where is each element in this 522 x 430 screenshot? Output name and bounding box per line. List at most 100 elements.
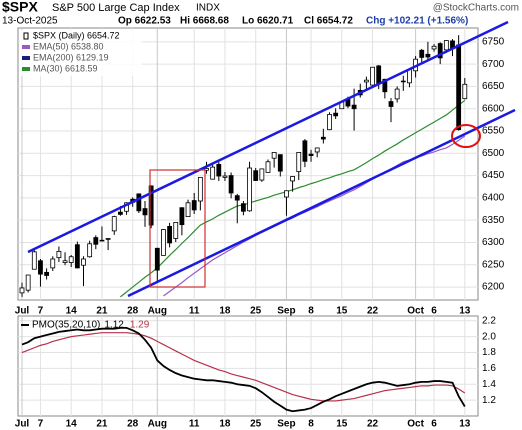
legend-swatch — [23, 32, 29, 40]
overlay: 6200 6250 6300 6350 6400 6450 6500 6550 6600 6650… — [15, 30, 505, 430]
candle-body — [284, 190, 289, 198]
candle-body — [31, 251, 37, 270]
candle-body — [74, 244, 80, 269]
x-tick-label: 28 — [127, 306, 139, 317]
x-tick-label: 21 — [96, 306, 108, 317]
candle-body — [320, 136, 326, 140]
x-tick-label: 7 — [38, 419, 44, 430]
candle-body — [136, 193, 142, 212]
candle-body — [173, 222, 179, 239]
quote-change: Chg +102.21 (+1.56%) — [366, 16, 468, 27]
x-tick-label: Aug — [148, 419, 167, 430]
x-tick-label: 14 — [66, 419, 78, 430]
legend-label: 1.12 — [104, 320, 124, 331]
line — [21, 332, 466, 402]
candle-body — [19, 287, 25, 294]
candle-body — [382, 78, 388, 93]
candle-body — [99, 239, 105, 242]
quote-low: Lo 6620.71 — [242, 16, 294, 27]
candle-body — [56, 250, 62, 259]
highlight-box — [149, 169, 206, 288]
candle-body — [431, 45, 437, 50]
legend-label: $SPX (Daily) 6654.72 — [33, 30, 120, 40]
candle-body — [179, 207, 185, 226]
candle-body — [253, 170, 259, 181]
legend-label: EMA(50) 6538.80 — [33, 41, 104, 51]
candle-body — [290, 176, 296, 182]
candle-body — [407, 69, 412, 84]
x-tick-label: Oct — [407, 306, 424, 317]
y-tick-label: 2.2 — [482, 315, 496, 326]
y-tick-label: 2.0 — [482, 331, 496, 342]
line — [21, 327, 466, 413]
candle-body — [38, 260, 43, 275]
candle-body — [87, 243, 93, 258]
x-tick-label: Aug — [148, 306, 167, 317]
price-plot — [18, 28, 478, 300]
x-tick-label: Oct — [407, 419, 424, 430]
candle-body — [44, 271, 49, 276]
candle-body — [265, 161, 271, 173]
y-tick-label: 6750 — [482, 36, 505, 47]
candle-body — [93, 237, 99, 245]
legend-label: MA(30) 6618.59 — [33, 63, 98, 73]
candle-body — [419, 49, 425, 58]
x-tick-label: Jul — [15, 419, 30, 430]
y-tick-label: 6300 — [482, 237, 505, 248]
candle-body — [388, 101, 394, 107]
candle-body — [154, 247, 160, 271]
x-tick-label: Sep — [277, 419, 295, 430]
candle-body — [216, 164, 222, 177]
x-tick-label: 13 — [459, 306, 471, 317]
date: 13-Oct-2025 — [2, 16, 58, 27]
candle-body — [148, 185, 154, 226]
y-tick-label: 1.4 — [482, 379, 496, 390]
x-tick-label: 15 — [336, 419, 348, 430]
candle-body — [228, 175, 234, 194]
candle-body — [271, 152, 277, 159]
legend-label: 1.29 — [130, 320, 150, 331]
candle-body — [210, 166, 216, 180]
y-tick-label: 1.6 — [482, 363, 496, 374]
candle-body — [314, 147, 320, 153]
candle-body — [25, 274, 31, 291]
candle-body — [118, 211, 123, 215]
y-tick-label: 6200 — [482, 282, 505, 293]
pmo-plot — [18, 316, 478, 416]
x-tick-label: 13 — [459, 419, 471, 430]
symbol: $SPX — [2, 0, 38, 15]
x-tick-label: 18 — [219, 419, 231, 430]
candle-body — [456, 44, 462, 131]
y-tick-label: 6600 — [482, 103, 505, 114]
candle-body — [363, 79, 369, 83]
candle-body — [277, 154, 283, 172]
candle-body — [167, 226, 173, 244]
candle-body — [425, 53, 431, 58]
legend-label: EMA(200) 6129.19 — [33, 52, 109, 62]
candle-body — [191, 200, 197, 211]
quote-close: Cl 6654.72 — [304, 16, 353, 27]
quote-high: Hi 6668.68 — [180, 16, 229, 27]
candle-body — [62, 260, 68, 263]
x-tick-label: 6 — [431, 306, 437, 317]
x-tick-label: 25 — [250, 419, 262, 430]
candle-body — [105, 238, 111, 240]
subtitle: S&P 500 Large Cap Index — [52, 2, 180, 14]
y-tick-label: 6350 — [482, 215, 505, 226]
x-tick-label: 15 — [336, 306, 348, 317]
x-tick-label: 14 — [66, 306, 78, 317]
x-tick-label: 8 — [308, 306, 314, 317]
candle-body — [247, 167, 252, 212]
candle-body — [111, 216, 117, 232]
y-tick-label: 6650 — [482, 81, 505, 92]
x-tick-label: 11 — [189, 419, 200, 430]
candle-body — [394, 88, 400, 100]
candle-body — [68, 256, 74, 263]
x-tick-label: 11 — [189, 306, 200, 317]
candle-body — [50, 258, 56, 269]
x-tick-label: 22 — [367, 419, 379, 430]
candle-body — [302, 140, 308, 162]
quote-open: Op 6622.53 — [118, 16, 171, 27]
x-tick-label: Sep — [277, 306, 295, 317]
x-tick-label: 21 — [96, 419, 108, 430]
